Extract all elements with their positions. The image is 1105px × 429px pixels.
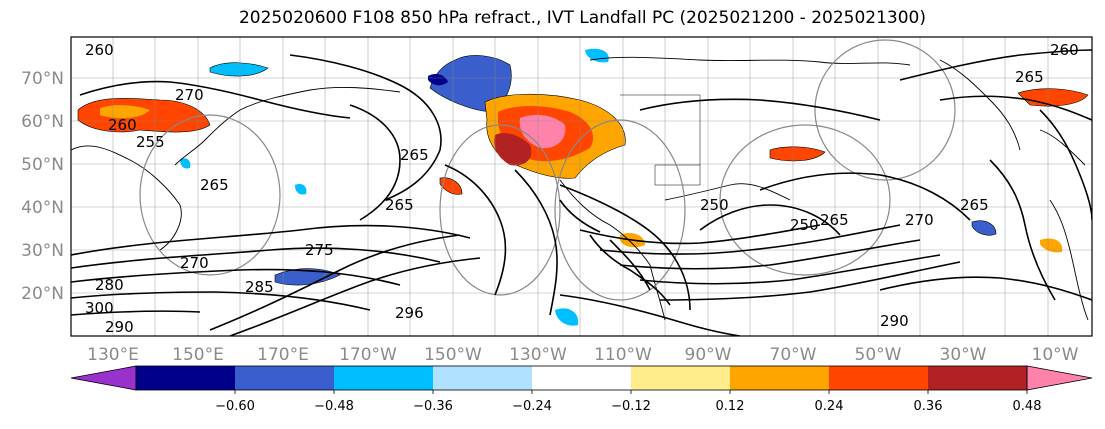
contour-label: 255 (136, 133, 165, 151)
colorbar-frame (135, 365, 1028, 391)
colorbar-segment (136, 366, 236, 390)
contour-label: 265 (200, 176, 229, 194)
contour-label: 260 (108, 116, 137, 134)
lon-label: 110°W (594, 345, 652, 365)
shaded-regions (77, 48, 1089, 326)
lon-label: 50°W (855, 345, 902, 365)
colorbar-tick-label: −0.48 (314, 399, 354, 414)
colorbar-tick-label: −0.24 (512, 399, 552, 414)
contour-label: 265 (385, 196, 414, 214)
contour-label: 250 (790, 216, 819, 234)
contour-label: 280 (95, 276, 124, 294)
lon-labels: 130°E 150°E 170°E 170°W 150°W 130°W 110°… (87, 345, 1079, 365)
contour-label: 275 (305, 241, 334, 259)
lon-label: 170°W (339, 345, 397, 365)
colorbar-segment (730, 366, 830, 390)
colorbar-segment (433, 366, 533, 390)
lat-label: 40°N (21, 198, 64, 218)
lat-label: 70°N (21, 69, 64, 89)
colorbar-tick-label: 0.36 (914, 399, 943, 414)
colorbar-segment (928, 366, 1028, 390)
colorbar-segment (631, 366, 731, 390)
lon-label: 150°W (424, 345, 482, 365)
colorbar-tick-label: 0.12 (716, 399, 745, 414)
coastlines (71, 56, 1089, 321)
contour-label: 265 (960, 196, 989, 214)
lon-label: 130°E (87, 345, 139, 365)
lat-label: 50°N (21, 155, 64, 175)
contour-label: 250 (700, 196, 729, 214)
lon-label: 150°E (172, 345, 224, 365)
lon-label: 130°W (509, 345, 567, 365)
colorbar-segment (532, 366, 632, 390)
colorbar-tick-label: −0.12 (611, 399, 651, 414)
colorbar-tick-label: 0.48 (1013, 399, 1042, 414)
lat-label: 60°N (21, 112, 64, 132)
colorbar-segment (829, 366, 929, 390)
map-frame (70, 36, 1093, 337)
contour-label: 285 (245, 278, 274, 296)
black-contours (71, 49, 1092, 336)
contour-label: 270 (180, 254, 209, 272)
lon-label: 70°W (770, 345, 817, 365)
lon-label: 170°E (257, 345, 309, 365)
contour-label: 300 (85, 299, 114, 317)
contour-label: 296 (395, 304, 424, 322)
contour-label: 290 (105, 318, 134, 336)
lat-labels: 70°N 60°N 50°N 40°N 30°N 20°N (21, 69, 64, 304)
colorbar-segment (334, 366, 434, 390)
map-plot-area: 260 255 265 270 275 280 285 290 296 300 … (70, 36, 1093, 337)
contour-label: 270 (175, 86, 204, 104)
contour-label: 270 (905, 211, 934, 229)
colorbar-tick-label: −0.36 (413, 399, 453, 414)
contour-label: 290 (880, 312, 909, 330)
lat-label: 30°N (21, 241, 64, 261)
contour-label: 260 (85, 41, 114, 59)
colorbar-tick-label: −0.60 (215, 399, 255, 414)
lon-label: 10°W (1032, 345, 1079, 365)
lon-label: 30°W (940, 345, 987, 365)
gray-contours (139, 39, 956, 301)
colorbar-extend-low (70, 365, 137, 391)
contour-label: 260 (1050, 41, 1079, 59)
contour-label: 265 (820, 211, 849, 229)
lat-label: 20°N (21, 284, 64, 304)
colorbar-tick-label: 0.24 (815, 399, 844, 414)
contour-labels: 260 255 265 270 275 280 285 290 296 300 … (85, 41, 1079, 336)
contour-label: 265 (400, 146, 429, 164)
colorbar-extend-high (1026, 365, 1093, 391)
colorbar-segment (235, 366, 335, 390)
lon-label: 90°W (685, 345, 732, 365)
map-title: 2025020600 F108 850 hPa refract., IVT La… (238, 8, 926, 28)
contour-label: 265 (1015, 68, 1044, 86)
colorbar: −0.60 −0.48 −0.36 −0.24 −0.12 0.12 0.24 0.36 0.4… (70, 365, 1093, 414)
